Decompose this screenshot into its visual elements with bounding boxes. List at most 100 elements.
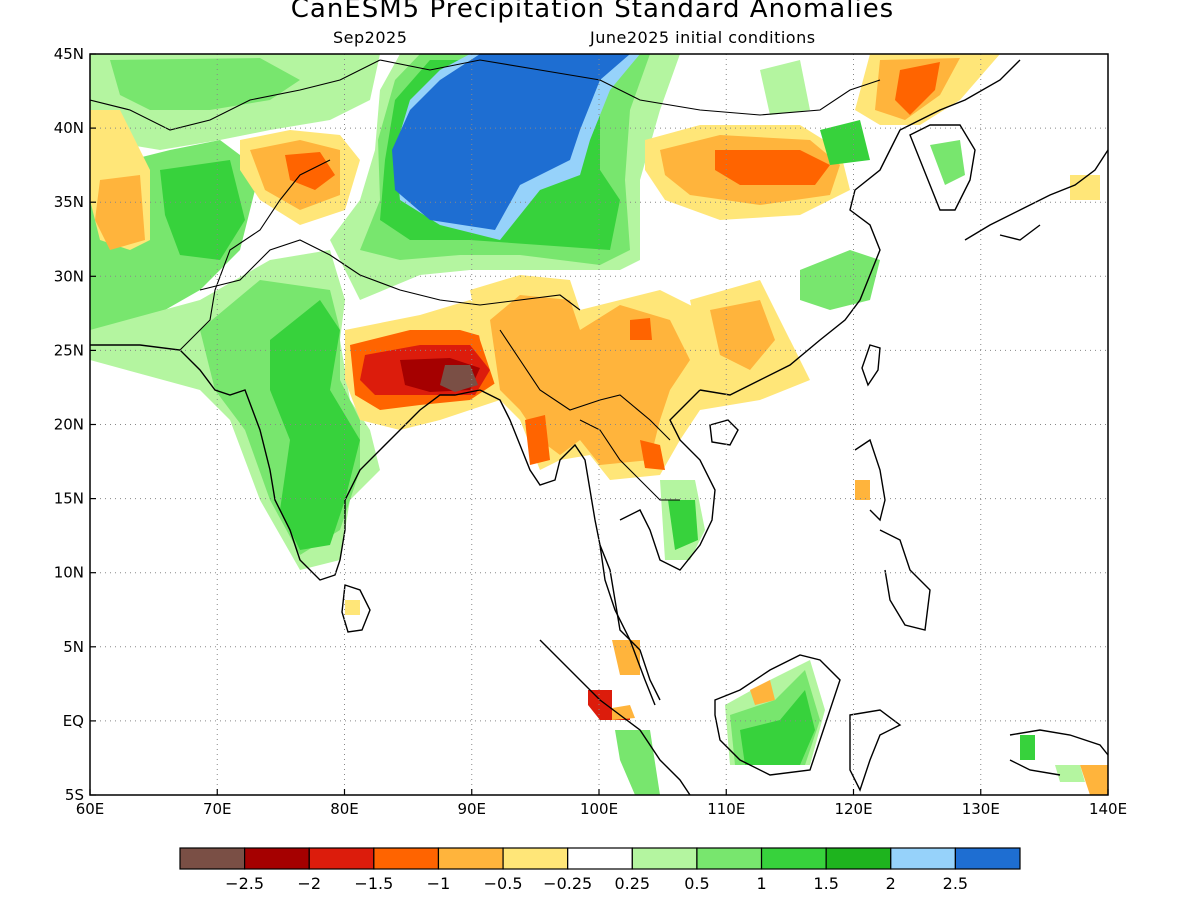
grid-lines: [90, 54, 1108, 795]
lat-tick-label: 15N: [54, 490, 84, 508]
coastline-taiwan: [861, 344, 881, 387]
coastline-hainan: [709, 419, 739, 446]
anomaly-indonesia-light: [1055, 765, 1085, 782]
border-se-asia: [579, 419, 680, 501]
anomaly-mongolia-blue: [392, 54, 630, 230]
lon-tick-label: 120E: [834, 800, 872, 818]
colorbar-swatch: [244, 847, 310, 870]
colorbar-swatch: [696, 847, 763, 870]
coastline-borneo: [714, 654, 841, 776]
anomaly-afghanistan-green2: [160, 160, 245, 260]
anomaly-east-green: [820, 120, 870, 165]
anomaly-png-green: [1020, 735, 1035, 760]
anomaly-cambodia-green: [668, 500, 698, 550]
colorbar-swatch: [825, 847, 892, 870]
border-central-asia: [90, 59, 381, 131]
colorbar-label: −1: [427, 874, 451, 893]
lat-tick-label: 20N: [54, 416, 84, 434]
colorbar-swatch: [308, 847, 375, 870]
colorbar-label: −1.5: [354, 874, 393, 893]
colorbar-label: 1.5: [813, 874, 838, 893]
map-title: CanESM5 Precipitation Standard Anomalies: [290, 0, 895, 24]
anomaly-japan-yellow: [1070, 175, 1100, 200]
colorbar-swatch: [760, 847, 827, 870]
coastline-sumatra: [539, 639, 691, 795]
coastline-myanmar-thailand: [479, 389, 661, 701]
anomaly-borneo-green2: [740, 690, 815, 765]
coastline-japan: [964, 149, 1108, 241]
border-himalaya: [199, 239, 581, 311]
colorbar-swatch: [437, 847, 504, 870]
colorbar-label: 2: [886, 874, 896, 893]
anomaly-kazakhstan-green: [110, 58, 300, 110]
coastline-malaysia: [599, 544, 656, 706]
lat-tick-label: 45N: [54, 45, 84, 63]
anomaly-nechina-darkorange: [895, 62, 940, 115]
anomaly-indonesia-orange: [1080, 765, 1108, 795]
colorbar-swatch: [502, 847, 569, 870]
lon-tick-label: 90E: [457, 800, 486, 818]
colorbar-swatch: [567, 847, 633, 870]
anomaly-philippines-orange: [855, 480, 870, 500]
anomaly-myanmar-darkorange3: [640, 440, 665, 470]
border-china-mongolia: [379, 59, 881, 116]
colorbar-swatch: [954, 847, 1021, 870]
coastline-srilanka: [341, 584, 371, 633]
lat-tick-label: 10N: [54, 564, 84, 582]
colorbar-swatch: [890, 847, 956, 870]
anomaly-sumatra-orange: [612, 705, 635, 720]
coastline-sulawesi: [849, 709, 902, 792]
initial-conditions: June2025 initial conditions: [590, 28, 816, 47]
anomaly-iran-orange2: [95, 175, 145, 250]
colorbar-swatch: [179, 847, 246, 870]
coastline-newguinea: [1009, 729, 1108, 776]
lat-tick-label: 25N: [54, 341, 84, 359]
anomaly-nchina-darkorange: [715, 150, 830, 185]
coastline-philippines: [854, 438, 931, 631]
coastline-korea: [909, 124, 976, 211]
lat-tick-label: 35N: [54, 193, 84, 211]
colorbar-label: 2.5: [943, 874, 968, 893]
coastline-indochina: [619, 389, 716, 571]
lon-tick-label: 80E: [330, 800, 359, 818]
axis-ticks: 60E 70E 80E 90E 100E 110E 120E 130E 140E 45N 40N 35…: [54, 45, 1127, 818]
forecast-month: Sep2025: [333, 28, 408, 47]
anomaly-korea-green: [930, 140, 965, 185]
colorbar-label: 0.25: [614, 874, 650, 893]
anomaly-ne-green: [760, 60, 810, 115]
anomaly-myanmar-darkorange2: [630, 318, 652, 340]
lon-tick-label: 100E: [580, 800, 618, 818]
border-myanmar: [499, 329, 671, 441]
colorbar-swatch: [373, 847, 440, 870]
anomaly-sumatra-green: [615, 730, 660, 795]
lon-tick-label: 140E: [1089, 800, 1127, 818]
colorbar-label: −2.5: [225, 874, 264, 893]
coastline-india: [90, 344, 481, 581]
lat-tick-label: 5N: [63, 638, 84, 656]
colorbar-label: −0.25: [543, 874, 592, 893]
lon-tick-label: 110E: [707, 800, 745, 818]
lon-tick-label: 60E: [76, 800, 105, 818]
anomaly-echina-green: [800, 250, 880, 310]
colorbar-label: −2: [297, 874, 321, 893]
anomaly-myanmar-darkorange1: [525, 415, 550, 465]
lat-tick-label: EQ: [63, 712, 84, 730]
lat-tick-label: 30N: [54, 267, 84, 285]
lat-tick-label: 40N: [54, 119, 84, 137]
anomaly-west-tibet-darkorange: [285, 152, 335, 190]
colorbar-label: 1: [756, 874, 766, 893]
anomaly-srilanka-yellow: [345, 600, 360, 615]
coastlines: [90, 59, 1108, 795]
anomaly-borneo-orange: [750, 680, 775, 705]
colorbar: −2.5 −2 −1.5 −1 −0.5 −0.25 0.25 0.5 1 1.5 2 2.5: [179, 847, 1021, 893]
border-pakistan: [179, 159, 331, 351]
anomaly-schina-orange: [710, 300, 775, 370]
coastline-china-east: [699, 59, 1021, 396]
lat-tick-label: 5S: [65, 786, 84, 804]
colorbar-label: 0.5: [684, 874, 709, 893]
lon-tick-label: 130E: [962, 800, 1000, 818]
colorbar-label: −0.5: [484, 874, 523, 893]
lon-tick-label: 70E: [203, 800, 232, 818]
colorbar-swatch: [631, 847, 698, 870]
